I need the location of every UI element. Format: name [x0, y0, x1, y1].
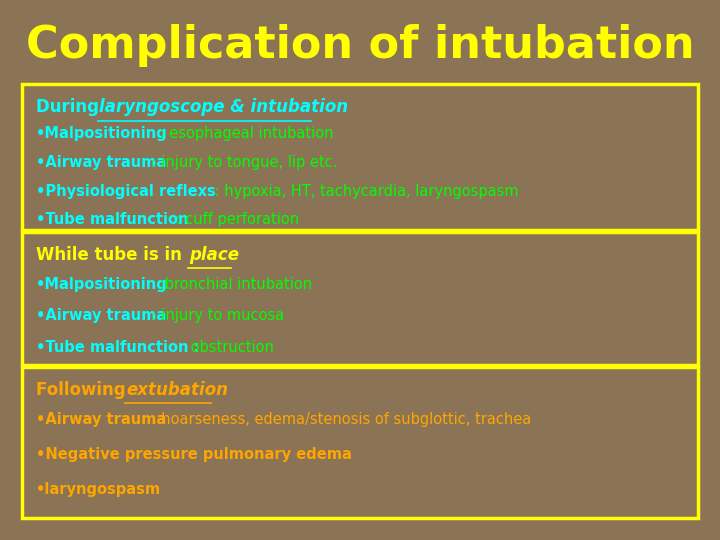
Text: Complication of intubation: Complication of intubation	[26, 24, 694, 68]
Text: extubation: extubation	[126, 381, 228, 399]
Text: :bronchial intubation: :bronchial intubation	[155, 277, 312, 292]
Text: Following: Following	[36, 381, 131, 399]
Text: : esophageal intubation: : esophageal intubation	[155, 126, 333, 141]
Text: •Physiological reflexs: •Physiological reflexs	[36, 184, 216, 199]
Text: : hoarseness, edema/stenosis of subglottic, trachea: : hoarseness, edema/stenosis of subglott…	[147, 412, 531, 427]
Text: •Tube malfunction: •Tube malfunction	[36, 212, 189, 227]
Text: : injury to tongue, lip etc.: : injury to tongue, lip etc.	[147, 155, 337, 170]
Text: obstruction: obstruction	[186, 340, 274, 355]
Text: laryngoscope & intubation: laryngoscope & intubation	[99, 98, 348, 116]
Text: •laryngospasm: •laryngospasm	[36, 482, 161, 497]
Text: : hypoxia, HT, tachycardia, laryngospasm: : hypoxia, HT, tachycardia, laryngospasm	[210, 184, 519, 199]
Text: While tube is in: While tube is in	[36, 246, 188, 264]
Text: •Airway trauma: •Airway trauma	[36, 412, 166, 427]
Text: During: During	[36, 98, 104, 116]
Text: : injury to mucosa: : injury to mucosa	[147, 308, 284, 323]
Text: •Airway trauma: •Airway trauma	[36, 308, 166, 323]
Text: place: place	[189, 246, 239, 264]
Text: •Malpositioning: •Malpositioning	[36, 277, 168, 292]
Text: •Negative pressure pulmonary edema: •Negative pressure pulmonary edema	[36, 447, 352, 462]
Text: •Airway trauma: •Airway trauma	[36, 155, 166, 170]
Text: •Tube malfunction :: •Tube malfunction :	[36, 340, 199, 355]
Text: : cuff perforation: : cuff perforation	[171, 212, 299, 227]
Text: •Malpositioning: •Malpositioning	[36, 126, 168, 141]
